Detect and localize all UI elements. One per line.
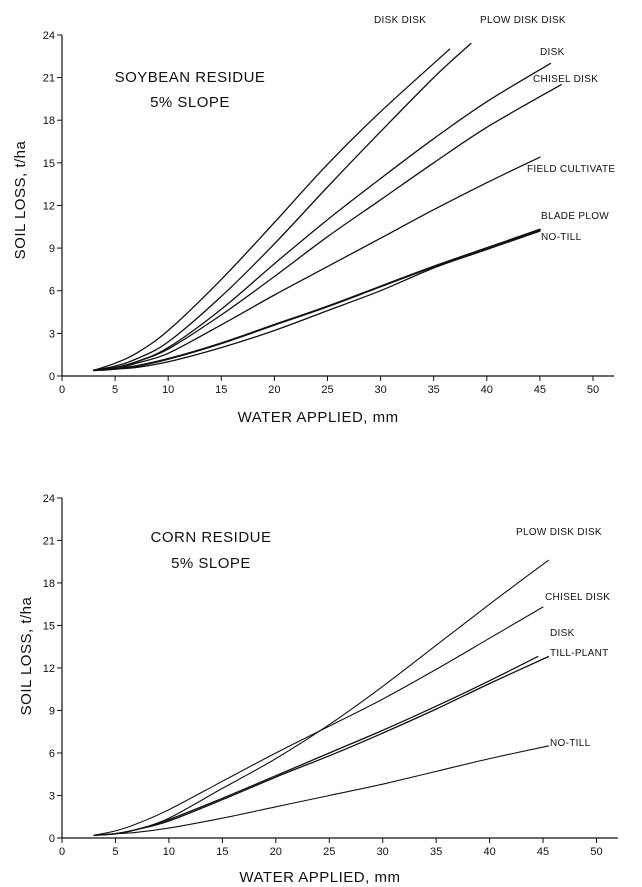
x-axis-title: WATER APPLIED, mm — [238, 409, 399, 426]
x-tick-label: 20 — [268, 384, 280, 396]
series-label-disk-disk: DISK DISK — [374, 15, 426, 26]
y-tick-label: 3 — [49, 328, 55, 340]
chart-annotation: CORN RESIDUE — [150, 529, 271, 546]
series-label-plow-disk-disk: PLOW DISK DISK — [516, 527, 602, 538]
y-tick-label: 12 — [43, 663, 55, 675]
series-label-plow-disk-disk: PLOW DISK DISK — [480, 15, 566, 26]
x-tick-label: 30 — [377, 846, 389, 858]
x-tick-label: 45 — [534, 384, 546, 396]
x-tick-label: 50 — [587, 384, 599, 396]
x-tick-label: 5 — [112, 384, 118, 396]
x-tick-label: 25 — [323, 846, 335, 858]
y-axis-title: SOIL LOSS, t/ha — [18, 597, 35, 716]
x-tick-label: 25 — [321, 384, 333, 396]
x-tick-label: 15 — [215, 384, 227, 396]
y-tick-label: 6 — [49, 748, 55, 760]
chart-annotation: 5% SLOPE — [150, 94, 230, 111]
y-tick-label: 24 — [43, 30, 55, 42]
y-tick-label: 21 — [43, 535, 55, 547]
y-tick-label: 0 — [49, 371, 55, 383]
x-tick-label: 0 — [59, 846, 65, 858]
y-tick-label: 15 — [43, 158, 55, 170]
x-tick-label: 50 — [590, 846, 602, 858]
series-line-disk — [93, 655, 539, 836]
series-label-till-plant: TILL-PLANT — [550, 648, 609, 659]
x-tick-label: 15 — [216, 846, 228, 858]
series-label-disk: DISK — [550, 628, 575, 639]
x-tick-label: 0 — [59, 384, 65, 396]
series-line-chisel-disk — [93, 84, 562, 371]
x-tick-label: 10 — [162, 384, 174, 396]
series-label-field-cultivate: FIELD CULTIVATE — [527, 164, 615, 175]
series-label-chisel-disk: CHISEL DISK — [533, 74, 598, 85]
corn-chart: 0 3 6 9 12 15 18 21 24 0 5 10 15 20 25 30 35 40 45 50 WATER … — [18, 493, 618, 886]
series-line-plow-disk-disk — [93, 42, 472, 371]
y-tick-label: 15 — [43, 620, 55, 632]
x-tick-label: 5 — [112, 846, 118, 858]
x-tick-label: 30 — [374, 384, 386, 396]
y-tick-label: 21 — [43, 73, 55, 85]
y-axis-title: SOIL LOSS, t/ha — [12, 141, 29, 260]
x-tick-label: 40 — [483, 846, 495, 858]
y-tick-label: 9 — [49, 243, 55, 255]
x-axis-title: WATER APPLIED, mm — [239, 869, 400, 886]
series-line-disk-disk — [93, 48, 451, 371]
series-label-disk: DISK — [540, 47, 565, 58]
soybean-chart: 0 3 6 9 12 15 18 21 24 0 5 10 15 20 25 30 35 40 45 50 WATER … — [12, 15, 615, 426]
y-tick-label: 0 — [49, 833, 55, 845]
y-tick-label: 18 — [43, 578, 55, 590]
x-tick-label: 10 — [163, 846, 175, 858]
x-tick-label: 40 — [481, 384, 493, 396]
y-tick-label: 6 — [49, 286, 55, 298]
x-tick-label: 20 — [270, 846, 282, 858]
series-label-chisel-disk: CHISEL DISK — [545, 592, 610, 603]
series-label-no-till: NO-TILL — [550, 738, 591, 749]
chart-annotation: 5% SLOPE — [171, 555, 251, 572]
y-tick-label: 9 — [49, 705, 55, 717]
series-label-no-till: NO-TILL — [541, 232, 582, 243]
series-line-till-plant — [93, 655, 550, 836]
series-line-field-cultivate — [93, 156, 541, 371]
x-tick-label: 35 — [430, 846, 442, 858]
series-line-no-till — [93, 745, 549, 836]
series-line-no-till — [93, 230, 541, 371]
y-tick-label: 3 — [49, 790, 55, 802]
y-tick-label: 12 — [43, 200, 55, 212]
y-tick-label: 24 — [43, 493, 55, 505]
series-line-blade-plow — [92, 228, 541, 372]
series-line-chisel-disk — [93, 606, 544, 836]
y-tick-label: 18 — [43, 115, 55, 127]
x-tick-label: 45 — [537, 846, 549, 858]
series-line-plow-disk-disk — [93, 559, 549, 836]
chart-annotation: SOYBEAN RESIDUE — [115, 69, 266, 86]
x-tick-label: 35 — [428, 384, 440, 396]
series-label-blade-plow: BLADE PLOW — [541, 211, 609, 222]
